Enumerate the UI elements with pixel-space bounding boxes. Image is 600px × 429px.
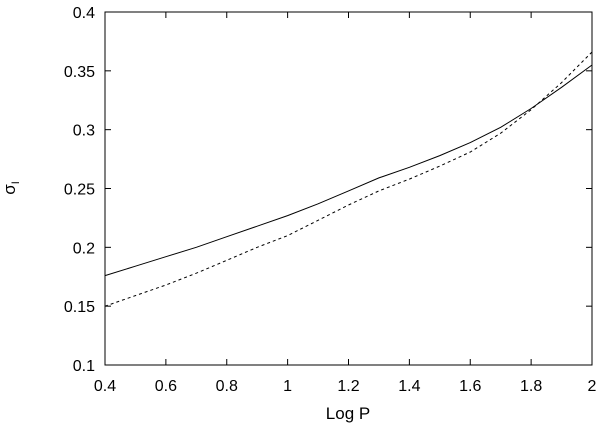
svg-text:σI: σI xyxy=(0,181,22,195)
x-tick-label: 1.2 xyxy=(337,378,359,395)
plot-frame xyxy=(104,11,593,366)
x-axis-title: Log P xyxy=(326,404,370,423)
x-axis: 0.4 0.6 0.8 1 1.2 1.4 1.6 1.8 2 xyxy=(94,12,597,395)
x-tick-label: 0.4 xyxy=(94,378,116,395)
y-axis-title-subscript: I xyxy=(10,181,22,184)
solid-series-line xyxy=(104,64,593,277)
y-axis-title: σI xyxy=(0,181,22,195)
y-tick-label: 0.35 xyxy=(64,64,95,81)
y-tick-label: 0.2 xyxy=(73,240,95,257)
y-axis: 0.1 0.15 0.2 0.25 0.3 0.35 0.4 xyxy=(64,5,592,375)
y-tick-label: 0.1 xyxy=(73,358,95,375)
x-tick-label: 2 xyxy=(588,378,597,395)
x-tick-label: 0.8 xyxy=(216,378,238,395)
y-tick-label: 0.25 xyxy=(64,182,95,199)
y-tick-label: 0.15 xyxy=(64,299,95,316)
x-tick-label: 1 xyxy=(283,378,292,395)
dashed-series-line xyxy=(104,51,593,307)
y-tick-label: 0.4 xyxy=(73,5,95,22)
y-axis-title-main: σ xyxy=(0,184,19,195)
x-tick-label: 1.8 xyxy=(520,378,542,395)
x-tick-label: 0.6 xyxy=(155,378,177,395)
x-tick-label: 1.4 xyxy=(398,378,420,395)
y-tick-label: 0.3 xyxy=(73,123,95,140)
series-group xyxy=(104,51,593,307)
x-tick-label: 1.6 xyxy=(459,378,481,395)
